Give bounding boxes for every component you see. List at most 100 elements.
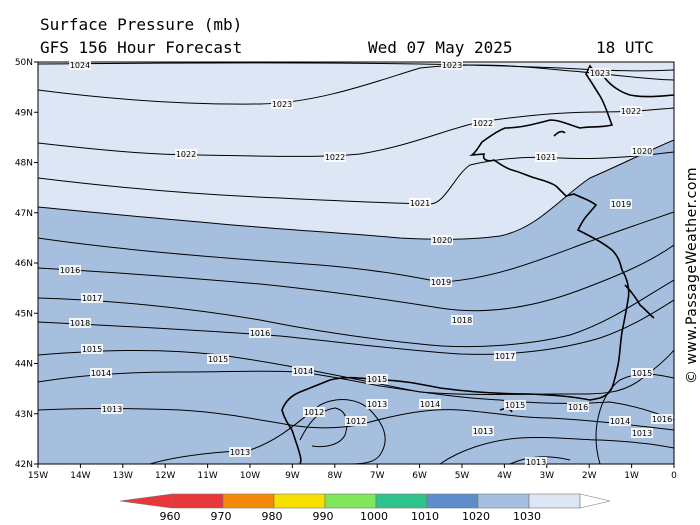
- lat-tick-label: 45N: [15, 309, 33, 319]
- lon-tick-label: 8W: [327, 471, 342, 481]
- isobar-label-bg: [631, 368, 653, 378]
- isobar-label: 1019: [611, 200, 631, 209]
- lon-tick-label: 0: [671, 471, 677, 481]
- isobar-label: 1015: [82, 345, 102, 354]
- isobar-label-bg: [366, 399, 388, 409]
- isobar-label-bg: [59, 265, 81, 275]
- isobar-label-bg: [567, 402, 589, 412]
- lat-tick-label: 44N: [15, 360, 33, 370]
- isobar-label: 1019: [431, 278, 451, 287]
- legend-label: 1030: [513, 510, 541, 523]
- legend-label: 1020: [462, 510, 490, 523]
- isobar-label-bg: [589, 68, 611, 78]
- isobar-label: 1012: [304, 408, 324, 417]
- isobar-label: 1022: [473, 119, 493, 128]
- chart-title: Surface Pressure (mb): [40, 15, 243, 34]
- map-area: [38, 62, 674, 464]
- isobar-label-bg: [651, 414, 673, 424]
- isobar-label: 1017: [495, 352, 515, 361]
- isobar-label: 1013: [473, 427, 493, 436]
- lon-tick-label: 11W: [197, 471, 217, 481]
- isobar-label-bg: [101, 404, 123, 414]
- lon-tick-label: 7W: [370, 471, 385, 481]
- lat-tick-label: 43N: [15, 410, 33, 420]
- lon-tick-label: 3W: [539, 471, 554, 481]
- isobar-label-bg: [525, 457, 547, 467]
- legend-swatch: [477, 493, 530, 509]
- isobar-label: 1013: [632, 429, 652, 438]
- isobar-label-bg: [431, 235, 453, 245]
- lon-tick-label: 2W: [582, 471, 597, 481]
- isobar-label-bg: [175, 149, 197, 159]
- isobar-label: 1020: [432, 236, 452, 245]
- isobar-label: 1015: [505, 401, 525, 410]
- isobar-label: 1016: [60, 266, 80, 275]
- isobar-label-bg: [419, 399, 441, 409]
- legend-swatch: [273, 493, 326, 509]
- isobar-label-bg: [207, 354, 229, 364]
- lat-tick-label: 47N: [15, 209, 33, 219]
- isobar-label-bg: [366, 374, 388, 384]
- forecast-label: GFS 156 Hour Forecast: [40, 38, 243, 57]
- lon-tick-label: 13W: [113, 471, 133, 481]
- isobar-label-bg: [610, 199, 632, 209]
- isobar-label: 1017: [82, 294, 102, 303]
- isobar-label: 1023: [272, 100, 292, 109]
- isobar-label-bg: [69, 60, 91, 70]
- lon-tick-label: 4W: [497, 471, 512, 481]
- isobar-label: 1021: [536, 153, 556, 162]
- isobar-label: 1014: [420, 400, 440, 409]
- isobar-label-bg: [409, 198, 431, 208]
- isobar-label: 1014: [610, 417, 630, 426]
- isobar-label-bg: [535, 152, 557, 162]
- legend-swatch: [222, 493, 275, 509]
- isobar-label-bg: [451, 315, 473, 325]
- isobar-label-bg: [430, 277, 452, 287]
- isobar-label-bg: [345, 416, 367, 426]
- isobar-label-bg: [324, 152, 346, 162]
- isobar-label-bg: [249, 328, 271, 338]
- isobar-label-bg: [494, 351, 516, 361]
- isobar-label: 1022: [176, 150, 196, 159]
- isobar-label: 1014: [293, 367, 313, 376]
- lat-tick-label: 46N: [15, 259, 33, 269]
- isobar-label: 1015: [208, 355, 228, 364]
- isobar-label-bg: [472, 426, 494, 436]
- isobar-label-bg: [631, 146, 653, 156]
- isobar-label: 1024: [70, 61, 90, 70]
- forecast-time: 18 UTC: [596, 38, 654, 57]
- legend-arrow-high: [579, 493, 611, 509]
- isobar-label: 1021: [410, 199, 430, 208]
- lat-tick-label: 49N: [15, 108, 33, 118]
- isobar-label-bg: [81, 344, 103, 354]
- isobar-label: 1013: [526, 458, 546, 467]
- legend-swatch: [324, 493, 377, 509]
- latitude-axis: 50N 49N 48N 47N 46N 45N 44N 43N 42N: [15, 58, 38, 470]
- legend-label: 1000: [360, 510, 388, 523]
- isobar-label: 1012: [346, 417, 366, 426]
- lat-tick-label: 50N: [15, 58, 33, 68]
- isobar-label-bg: [229, 447, 251, 457]
- isobar-label: 1023: [442, 61, 462, 70]
- isobar-label-bg: [620, 106, 642, 116]
- legend-swatch: [528, 493, 581, 509]
- isobar-label: 1018: [70, 319, 90, 328]
- isobar-label-bg: [441, 60, 463, 70]
- legend-swatch: [171, 493, 224, 509]
- isobar-label: 1023: [590, 69, 610, 78]
- isobar-label: 1015: [632, 369, 652, 378]
- isobar-label: 1013: [367, 400, 387, 409]
- legend-arrow-low: [119, 493, 173, 509]
- lon-tick-label: 6W: [412, 471, 427, 481]
- isobar-label-bg: [69, 318, 91, 328]
- isobar-label-bg: [271, 99, 293, 109]
- isobar-label: 1022: [325, 153, 345, 162]
- lon-tick-label: 12W: [155, 471, 175, 481]
- lon-tick-label: 14W: [70, 471, 90, 481]
- isobar-label-bg: [90, 368, 112, 378]
- pressure-band-1020-1030: [38, 62, 674, 240]
- isobar-labels: 1024 1023 1023 1023 1022 1022 1022 1022 1021 1021…: [59, 60, 673, 467]
- lon-tick-label: 15W: [28, 471, 48, 481]
- isobar-label-bg: [631, 428, 653, 438]
